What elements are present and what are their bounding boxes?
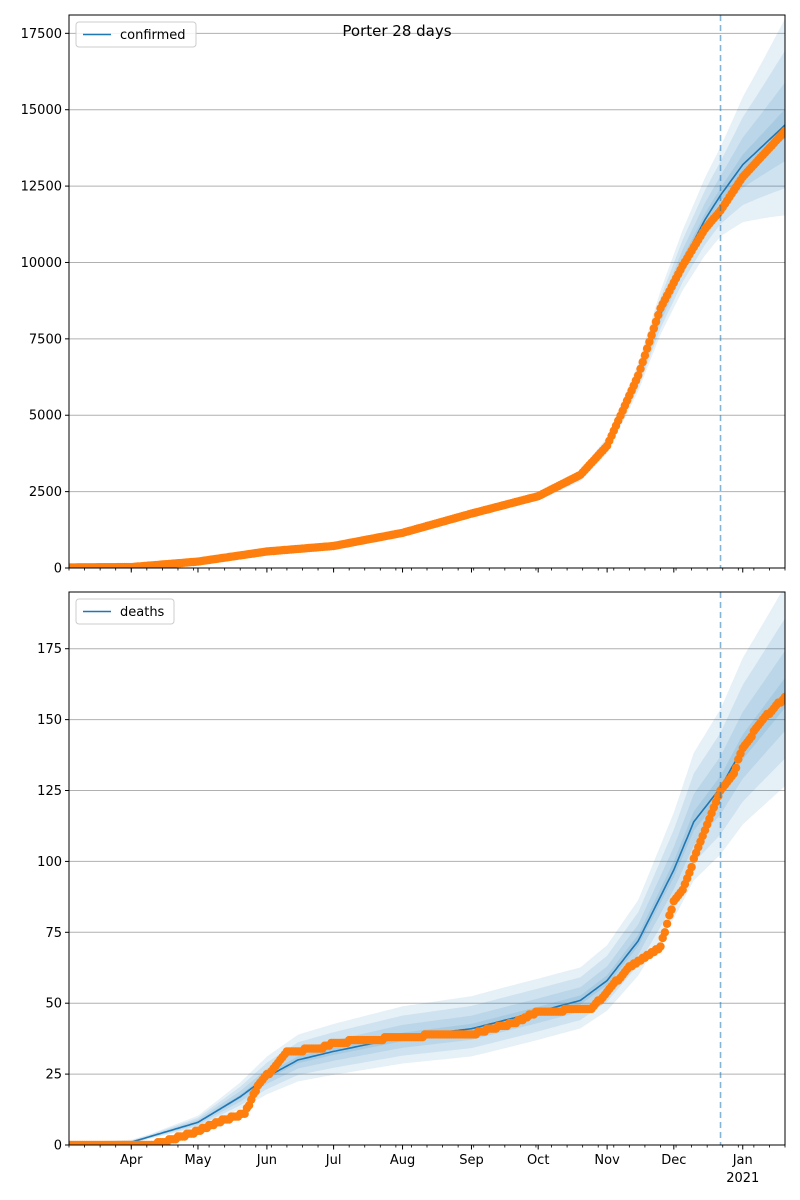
deaths-panel: 0 25 50 75 100 125 150 175 Apr May Jun Jul Aug Sep Oct…: [37, 591, 786, 1186]
x-tick-label-oct: Oct: [527, 1153, 549, 1168]
deaths-legend-label: deaths: [120, 605, 165, 620]
x-tick-label-jan: Jan: [732, 1153, 753, 1168]
confirmed-observed-point: [647, 331, 656, 340]
deaths-y-tick-label: 125: [37, 784, 62, 799]
x-tick-label-jul: Jul: [325, 1153, 342, 1168]
deaths-observed-point: [660, 928, 670, 937]
deaths-uncertainty-band-1: [69, 618, 785, 1145]
confirmed-observed-point: [654, 310, 663, 320]
confirmed-y-tick-label: 2500: [29, 485, 62, 500]
confirmed-y-tick-label: 0: [54, 562, 62, 577]
confirmed-y-tick-label: 12500: [21, 180, 62, 195]
confirmed-legend: confirmed: [75, 21, 197, 48]
deaths-observed-point: [687, 862, 696, 872]
confirmed-observed-point: [642, 344, 652, 353]
confirmed-y-tick-label: 17500: [21, 27, 62, 42]
deaths-y-tick-label: 150: [37, 713, 62, 728]
deaths-y-tick-label: 175: [37, 642, 62, 657]
deaths-observed-point: [656, 942, 665, 951]
deaths-legend: deaths: [75, 598, 175, 625]
confirmed-observed-point: [638, 357, 647, 367]
confirmed-observed-point: [649, 324, 658, 333]
x-year-label: 2021: [726, 1171, 759, 1186]
x-tick-label-aug: Aug: [390, 1153, 415, 1168]
deaths-y-tick-label: 0: [54, 1139, 62, 1154]
x-tick-label-sep: Sep: [459, 1153, 484, 1168]
x-tick-label-nov: Nov: [594, 1153, 620, 1168]
x-tick-label-jun: Jun: [256, 1153, 277, 1168]
confirmed-observed-point: [636, 364, 645, 373]
deaths-legend-box: [75, 598, 175, 625]
deaths-observed-point: [662, 919, 672, 928]
x-tick-label-apr: Apr: [120, 1153, 143, 1168]
confirmed-legend-box: [75, 21, 197, 48]
deaths-y-tick-label: 75: [45, 926, 62, 941]
confirmed-y-tick-label: 5000: [29, 409, 62, 424]
confirmed-observed-point: [640, 351, 650, 360]
deaths-y-tick-label: 50: [45, 997, 62, 1012]
confirmed-y-tick-label: 7500: [29, 332, 62, 347]
confirmed-observed-point: [651, 317, 661, 326]
x-tick-label-dec: Dec: [661, 1153, 686, 1168]
confirmed-observed-point: [780, 126, 785, 136]
x-tick-label-may: May: [185, 1153, 212, 1168]
confirmed-y-tick-label: 10000: [21, 256, 62, 271]
deaths-observed-point: [731, 763, 741, 772]
deaths-y-tick-label: 25: [45, 1068, 62, 1083]
deaths-observed-point: [780, 692, 785, 702]
confirmed-legend-label: confirmed: [120, 28, 186, 43]
deaths-observed-point: [667, 905, 676, 914]
confirmed-observed-point: [645, 337, 654, 347]
confirmed-panel: 0 2500 5000 7500 10000 12500 15000 17500 confirm…: [21, 14, 786, 577]
figure-title: Porter 28 days: [342, 22, 451, 40]
confirmed-y-tick-label: 15000: [21, 103, 62, 118]
deaths-uncertainty-band-0: [69, 592, 785, 1145]
deaths-y-tick-label: 100: [37, 855, 62, 870]
confirmed-observed-point: [634, 371, 643, 380]
